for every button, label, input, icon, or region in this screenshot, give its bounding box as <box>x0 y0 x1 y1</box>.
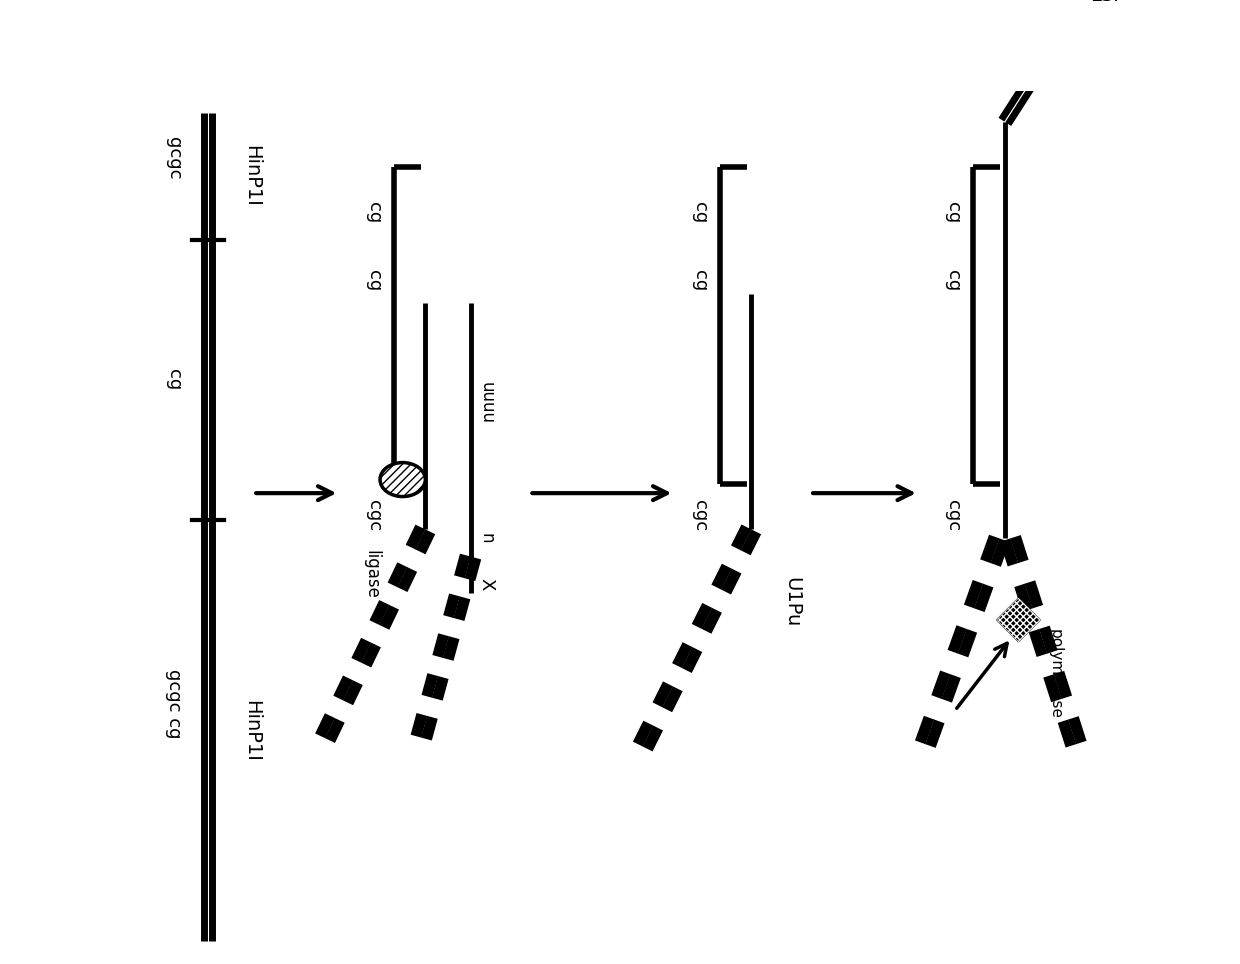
Text: n: n <box>477 533 496 544</box>
Text: gcgc cg: gcgc cg <box>165 669 182 738</box>
Polygon shape <box>1018 46 1061 90</box>
Polygon shape <box>1018 46 1061 90</box>
Text: polymerase: polymerase <box>1047 629 1063 719</box>
Text: LSP: LSP <box>1090 0 1125 5</box>
Text: X: X <box>477 577 496 590</box>
Text: gcgc: gcgc <box>165 137 182 179</box>
Text: HinP1I: HinP1I <box>242 700 260 762</box>
Polygon shape <box>997 599 1040 642</box>
Ellipse shape <box>379 463 425 496</box>
Text: cg: cg <box>691 201 709 223</box>
Text: U1Pu: U1Pu <box>782 576 801 627</box>
Text: cgc: cgc <box>365 500 383 531</box>
Text: cg: cg <box>365 201 383 223</box>
Text: HinP1I: HinP1I <box>242 146 260 207</box>
Text: uuuu: uuuu <box>477 382 496 423</box>
Text: cg: cg <box>165 369 182 390</box>
Text: cg: cg <box>944 270 962 291</box>
Polygon shape <box>997 599 1040 642</box>
Text: cg: cg <box>944 201 962 223</box>
Text: cgc: cgc <box>944 500 962 531</box>
Text: cgc: cgc <box>691 500 709 531</box>
Text: cg: cg <box>365 270 383 291</box>
Text: ligase: ligase <box>362 550 379 599</box>
Text: cg: cg <box>691 270 709 291</box>
